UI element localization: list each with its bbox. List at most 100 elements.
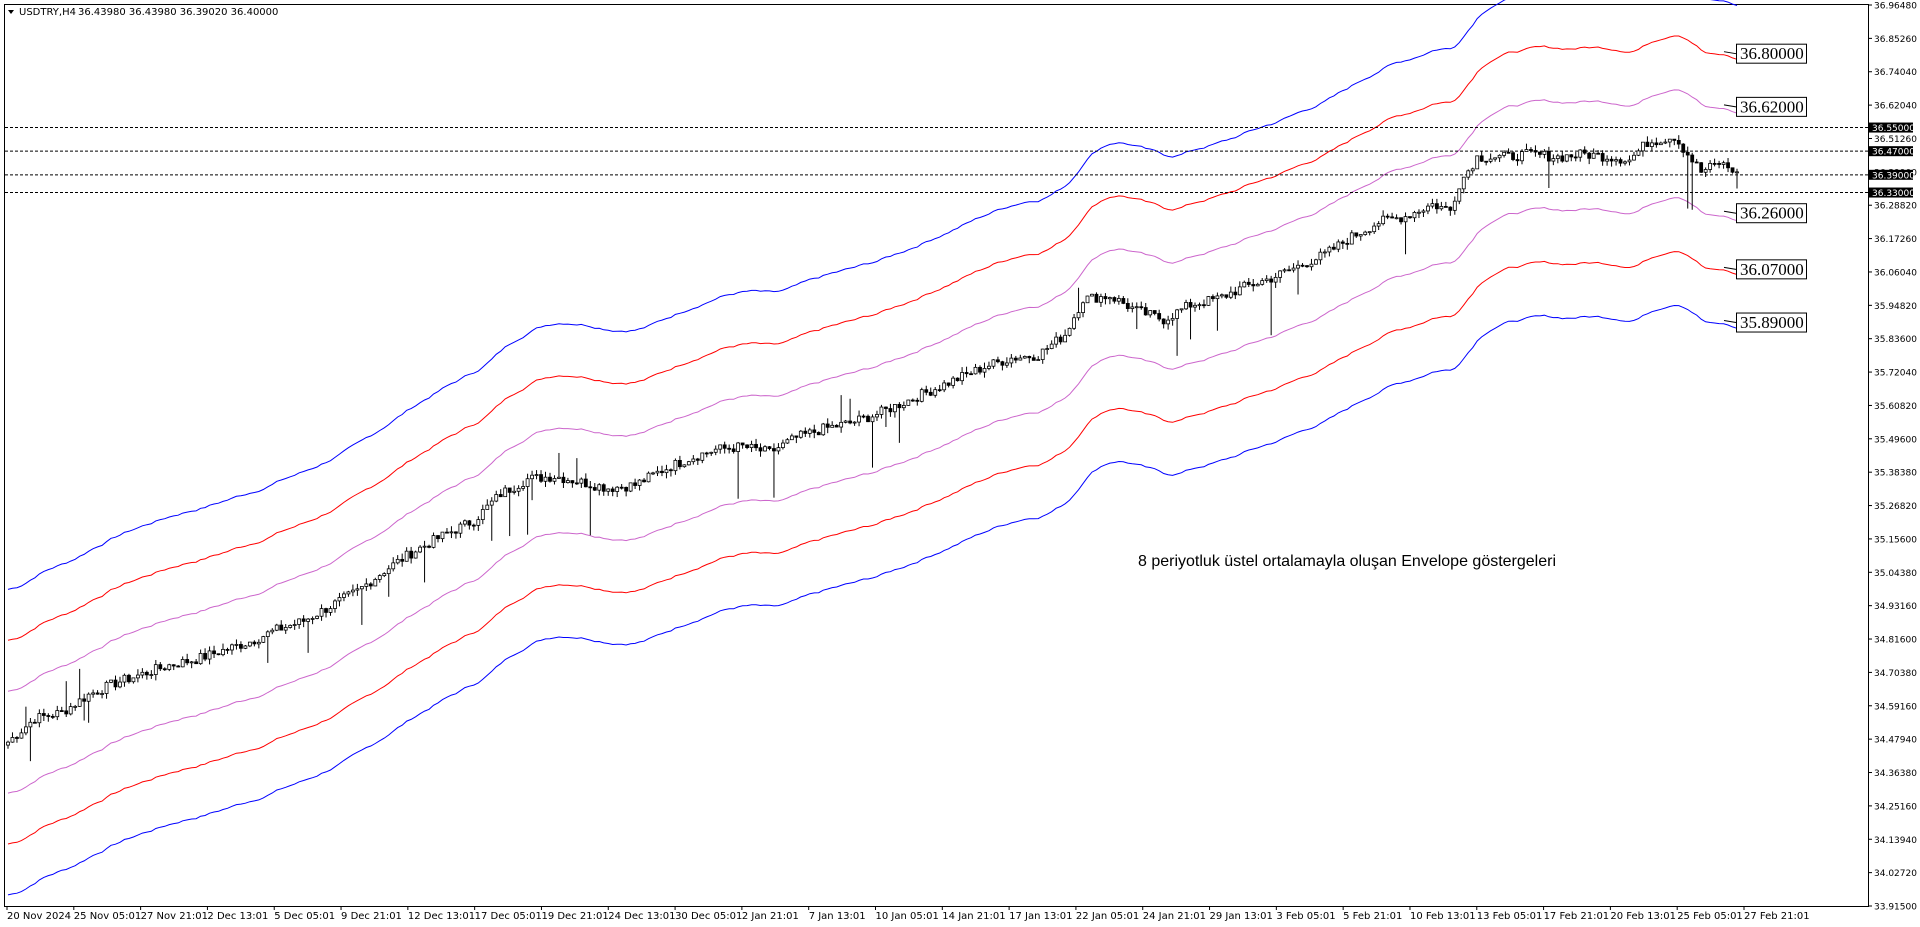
candle-215 <box>969 371 973 376</box>
candle-body <box>24 726 28 734</box>
candle-367 <box>1649 139 1654 152</box>
candle-body <box>64 710 69 715</box>
candle-body <box>324 608 328 613</box>
candle-body <box>122 674 127 683</box>
candle-body <box>879 406 884 415</box>
candle-277 <box>1246 277 1251 288</box>
candle-77 <box>351 584 355 597</box>
candle-362 <box>1627 155 1632 166</box>
candle-body <box>1296 264 1300 269</box>
candle-175 <box>789 433 794 441</box>
candle-226 <box>1018 354 1023 361</box>
ytick-label-24: 34.25160 <box>1874 802 1917 812</box>
candle-142 <box>642 478 646 483</box>
candle-body <box>454 531 458 534</box>
candle-body <box>839 421 844 428</box>
candle-body <box>1367 231 1372 234</box>
candle-261 <box>1175 308 1179 356</box>
level-connector <box>1723 104 1737 108</box>
candle-148 <box>669 468 673 477</box>
xtick-label-13: 10 Jan 05:01 <box>876 911 939 922</box>
candle-283 <box>1273 272 1278 288</box>
candle-285 <box>1282 268 1287 273</box>
candle-body <box>1269 278 1274 283</box>
candle-body <box>306 618 311 622</box>
candle-body <box>261 636 266 643</box>
candle-body <box>46 715 51 717</box>
candle-22 <box>104 680 109 699</box>
candle-body <box>1246 281 1251 285</box>
candle-body <box>1130 306 1135 309</box>
candle-109 <box>494 490 499 503</box>
candle-48 <box>221 643 225 657</box>
candle-body <box>1219 294 1224 297</box>
candle-19 <box>91 689 96 698</box>
candle-body <box>731 448 736 452</box>
candle-224 <box>1009 354 1014 368</box>
candle-body <box>149 674 154 676</box>
candle-body <box>897 404 902 409</box>
candle-body <box>1560 155 1565 162</box>
candle-body <box>1506 151 1511 154</box>
candle-body <box>1363 231 1368 235</box>
candle-254 <box>1143 302 1148 316</box>
candle-365 <box>1641 141 1645 157</box>
candle-body <box>221 648 225 656</box>
candle-body <box>1036 359 1041 361</box>
candle-323 <box>1452 196 1457 215</box>
candle-body <box>1394 217 1399 220</box>
level-labels: 36.80000 36.62000 36.26000 36.07000 35.89000 <box>1723 43 1807 333</box>
candle-265 <box>1193 302 1197 312</box>
chevron-down-icon[interactable] <box>8 10 14 14</box>
candle-body <box>144 671 149 676</box>
candle-body <box>1139 306 1144 309</box>
candle-348 <box>1564 154 1569 163</box>
candle-345 <box>1551 154 1556 166</box>
candle-body <box>803 430 808 434</box>
price-tag-3: 36.33000 <box>1869 187 1915 199</box>
candle-338 <box>1520 149 1524 165</box>
candle-100 <box>454 531 458 539</box>
candle-336 <box>1511 151 1515 162</box>
level-label-1: 36.62000 <box>1723 96 1807 117</box>
candle-247 <box>1112 296 1117 304</box>
candle-84 <box>382 572 387 578</box>
candle-body <box>798 430 803 438</box>
candle-body <box>1161 318 1166 325</box>
candle-body <box>431 535 436 548</box>
candle-222 <box>1000 360 1005 371</box>
candle-61 <box>279 620 284 631</box>
candle-body <box>928 391 933 396</box>
candle-216 <box>973 363 978 375</box>
ytick-label-17: 35.04380 <box>1874 569 1917 579</box>
candle-368 <box>1654 137 1659 148</box>
candle-70 <box>319 604 324 621</box>
candle-body <box>1327 246 1332 253</box>
candle-body <box>552 478 557 482</box>
candle-body <box>919 389 924 402</box>
candle-103 <box>467 519 472 530</box>
candle-body <box>1591 152 1596 159</box>
candle-347 <box>1560 151 1565 163</box>
candle-body <box>1018 357 1023 361</box>
candle-76 <box>346 590 351 597</box>
candle-47 <box>216 653 221 656</box>
xtick-label-6: 12 Dec 13:01 <box>408 911 475 922</box>
candle-body <box>1372 225 1377 233</box>
candle-164 <box>740 442 745 449</box>
candle-41 <box>189 660 194 669</box>
candle-182 <box>821 422 826 436</box>
level-connector <box>1723 210 1737 214</box>
candle-114 <box>516 485 521 497</box>
candle-308 <box>1385 213 1390 220</box>
xtick-label-8: 19 Dec 21:01 <box>541 911 608 922</box>
candle-body <box>1121 298 1126 304</box>
candle-body <box>973 366 978 375</box>
candle-329 <box>1479 151 1484 162</box>
candle-139 <box>628 482 633 493</box>
candle-body <box>1443 206 1448 208</box>
xtick-label-21: 10 Feb 13:01 <box>1410 911 1476 922</box>
